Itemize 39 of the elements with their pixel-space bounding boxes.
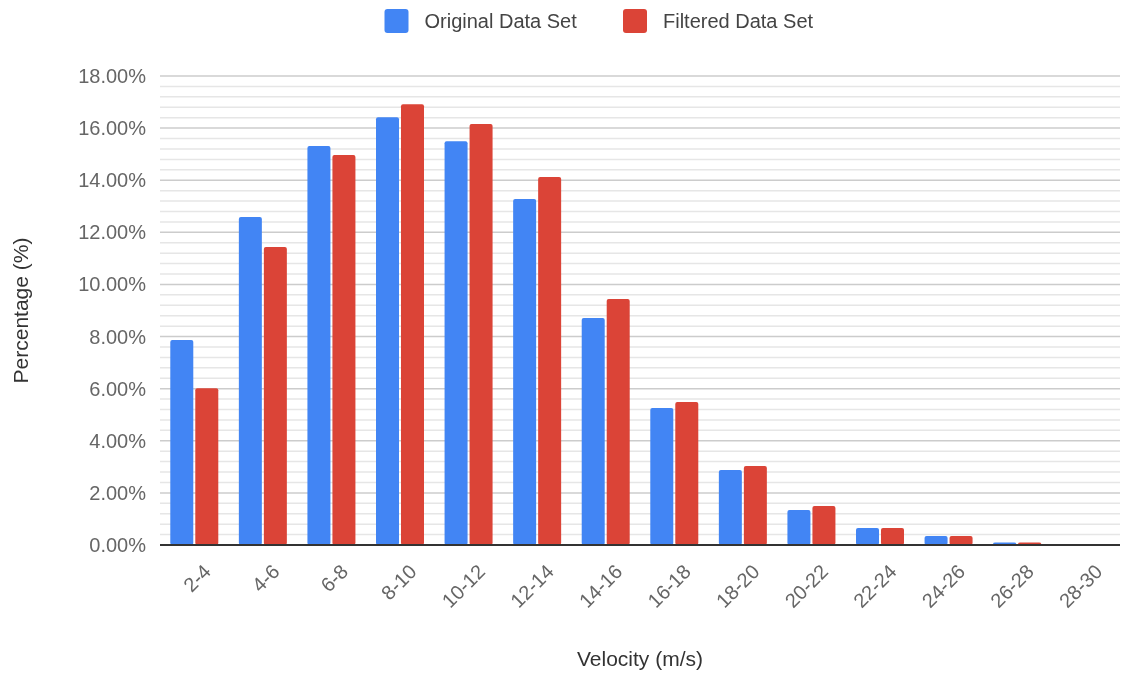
bar [812, 505, 836, 545]
x-tick-label: 4-6 [247, 560, 284, 597]
bar [581, 318, 605, 545]
bar [650, 407, 674, 545]
bar [718, 469, 742, 545]
bar [787, 510, 811, 545]
bar [513, 198, 537, 545]
bar [376, 117, 399, 545]
y-tick-label: 12.00% [78, 221, 147, 244]
y-tick-label: 10.00% [78, 273, 147, 296]
bar [538, 177, 562, 545]
y-tick-label: 6.00% [89, 377, 147, 400]
y-tick-label: 4.00% [89, 429, 147, 452]
y-tick-label: 2.00% [89, 481, 147, 504]
bar [469, 123, 493, 545]
bar [307, 146, 331, 545]
bar [263, 246, 287, 545]
y-tick-label: 8.00% [89, 325, 147, 348]
y-tick-label: 0.00% [89, 534, 147, 556]
y-tick-label: 14.00% [78, 169, 147, 192]
bar [743, 466, 767, 545]
legend-label: Filtered Data Set [663, 10, 814, 32]
bar [238, 216, 262, 545]
y-axis-title: Percentage (%) [9, 237, 32, 384]
x-tick-label: 2-4 [179, 560, 216, 597]
bar [444, 141, 468, 545]
bar [195, 388, 219, 545]
bar [170, 339, 194, 545]
y-tick-label: 16.00% [78, 117, 147, 140]
legend-label: Original Data Set [424, 10, 578, 32]
x-tick-label: 6-8 [316, 560, 353, 597]
y-tick-label: 18.00% [78, 65, 147, 87]
bar [881, 528, 904, 545]
bar [856, 528, 879, 545]
bar [675, 401, 699, 545]
bar [332, 154, 356, 545]
bar [606, 299, 630, 545]
bar [401, 104, 424, 545]
x-axis-title: Velocity (m/s) [576, 647, 704, 670]
